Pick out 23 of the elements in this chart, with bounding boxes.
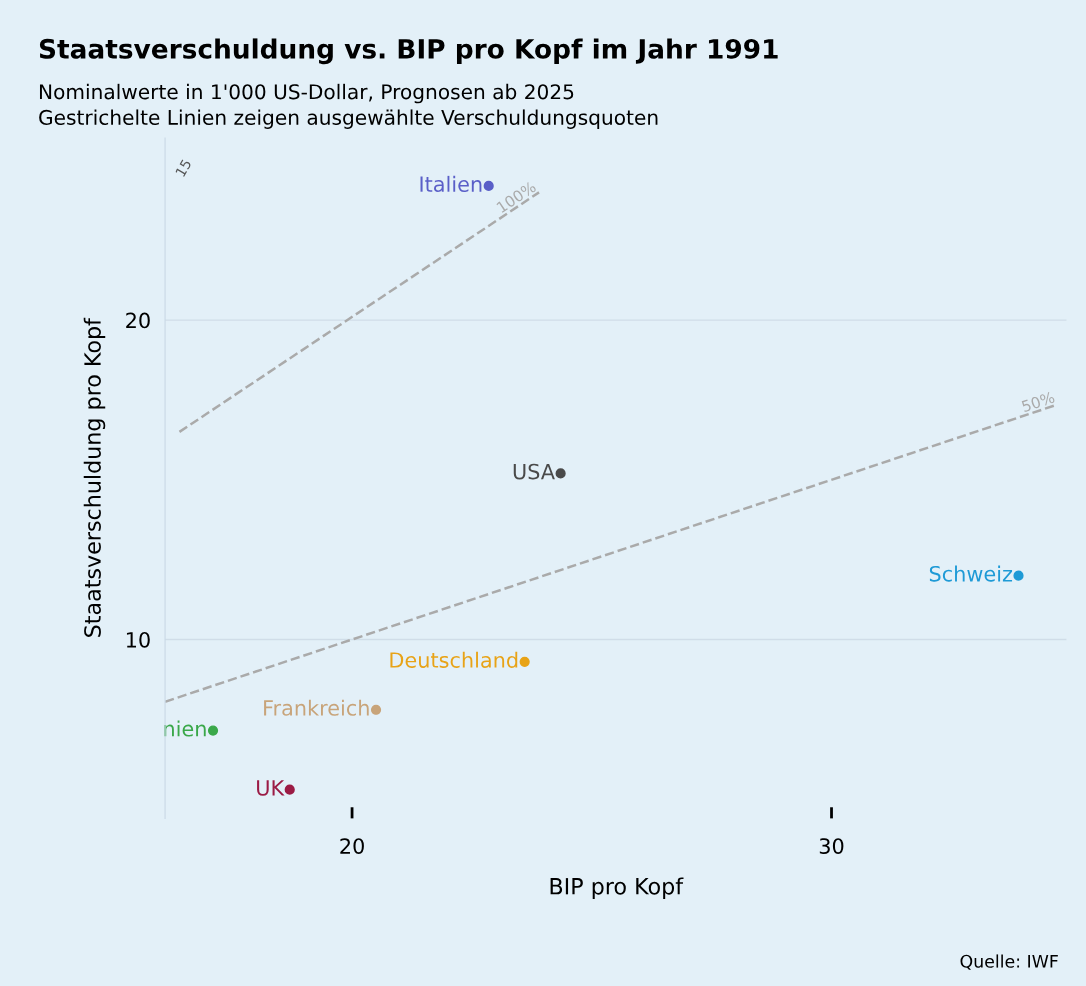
point — [483, 180, 494, 192]
text: 50% — [1021, 391, 1056, 413]
y-axis-title: Staatsverschuldung pro Kopf — [83, 317, 106, 637]
point — [1013, 570, 1024, 581]
series-label: Italien — [420, 175, 482, 192]
series-label: UK — [257, 780, 285, 796]
series-label: nien — [164, 720, 206, 737]
series-label: USA — [513, 463, 555, 480]
point — [370, 704, 382, 715]
annotation: 15 — [175, 158, 192, 177]
point — [207, 725, 219, 736]
point — [284, 784, 295, 795]
series-label: Deutschland — [390, 651, 518, 668]
chart-subtitle: Nominalwerte in 1'000 US-Dollar, Prognosen ab 2025 Gestrichelte Linien zeigen ausgewählte Verschuldungsquoten — [39, 83, 658, 129]
series-label: Schweiz — [929, 565, 1013, 582]
chart-title: Staatsverschuldung vs. BIP pro Kopf im Jahr 1991 — [39, 38, 778, 65]
series-label: Frankreich — [264, 699, 369, 716]
point — [519, 656, 530, 667]
y-tick-label: 10 — [126, 631, 150, 648]
source-note: Quelle: IWF — [960, 954, 1058, 970]
x-tick-label: 30 — [819, 838, 844, 854]
x-axis-title: BIP pro Kopf — [550, 877, 684, 899]
point — [555, 468, 566, 479]
